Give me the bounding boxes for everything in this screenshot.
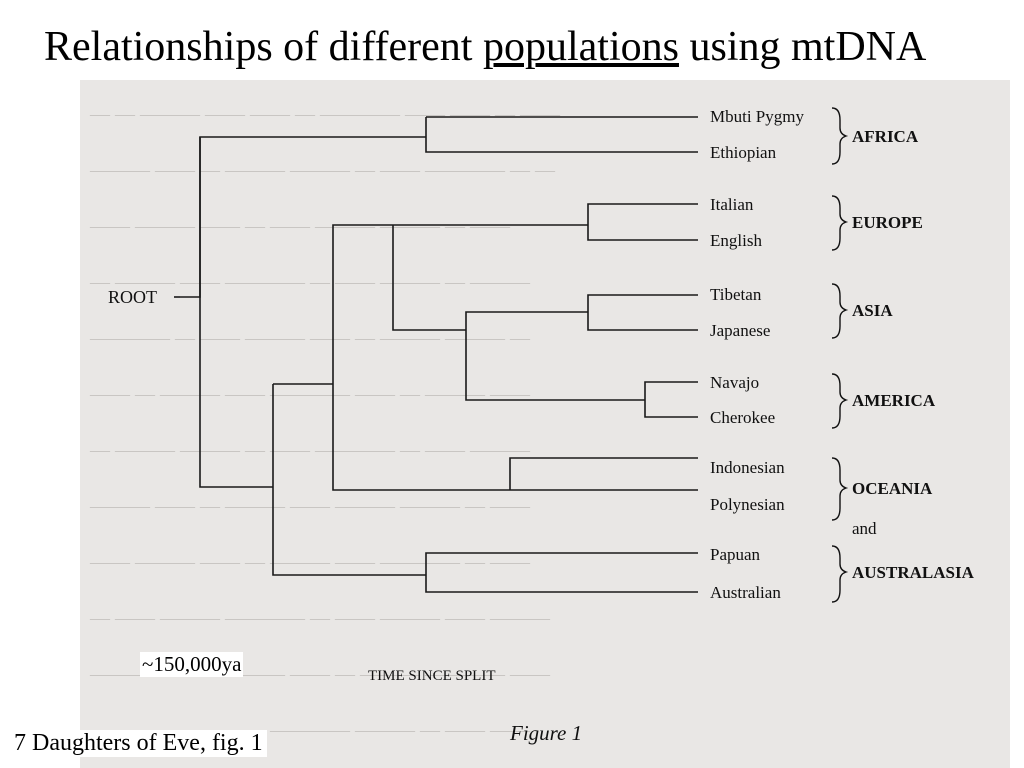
title-prefix: Relationships of different [44, 24, 483, 70]
phylogenetic-tree: — — ——— —— —— — ———— —— —— — —— ——— —— —… [89, 103, 975, 745]
root-label: ROOT [108, 287, 157, 307]
tree-branches [180, 116, 698, 593]
bleed-through-texture: — — ——— —— —— — ———— —— —— — —— ——— —— —… [89, 103, 561, 741]
source-caption: 7 Daughters of Eve, fig. 1 [10, 730, 267, 757]
svg-text:—— ——— —— — ——— —— ———— — ——: —— ——— —— — ——— —— ———— — —— [89, 551, 531, 573]
slide-title: Relationships of different populations u… [44, 22, 1004, 72]
svg-text:— — ——— —— —— — ———— —— —— — —: — — ——— —— —— — ———— —— —— — —— [89, 103, 561, 125]
region-oceania: OCEANIA [852, 479, 933, 498]
region-australasia: AUSTRALASIA [852, 563, 975, 582]
taxon-polynesian: Polynesian [710, 495, 785, 514]
taxon-papuan: Papuan [710, 545, 761, 564]
taxon-tibetan: Tibetan [710, 285, 762, 304]
svg-text:——— —— — ——— ——— — —— ———— — —: ——— —— — ——— ——— — —— ———— — — [89, 159, 556, 181]
region-and: and [852, 519, 877, 538]
taxon-italian: Italian [710, 195, 754, 214]
region-asia: ASIA [852, 301, 893, 320]
region-america: AMERICA [852, 391, 936, 410]
taxon-mbuti-pygmy: Mbuti Pygmy [710, 107, 804, 126]
svg-text:—— — ——— —— ———— —— — ——— ——: —— — ——— —— ———— —— — ——— —— [89, 383, 531, 405]
taxon-indonesian: Indonesian [710, 458, 785, 477]
figure-label: Figure 1 [509, 721, 582, 745]
axis-label: TIME SINCE SPLIT [368, 668, 496, 684]
svg-text:——— —— — ——— —— ——— ——— — ——: ——— —— — ——— —— ——— ——— — —— [89, 495, 531, 517]
title-suffix: using mtDNA [678, 24, 927, 70]
svg-text:— —— ——— ———— — —— ——— —— ———: — —— ——— ———— — —— ——— —— ——— [89, 607, 551, 629]
region-africa: AFRICA [852, 127, 919, 146]
region-europe: EUROPE [852, 213, 923, 232]
taxon-navajo: Navajo [710, 373, 759, 392]
svg-text:— ——— ——— — —— ———— — —— ———: — ——— ——— — —— ———— — —— ——— [89, 439, 531, 461]
taxon-japanese: Japanese [710, 321, 770, 340]
taxon-australian: Australian [710, 583, 781, 602]
time-annotation: ~150,000ya [140, 652, 244, 677]
taxon-ethiopian: Ethiopian [710, 143, 777, 162]
title-link-populations[interactable]: populations [482, 24, 679, 70]
taxon-cherokee: Cherokee [710, 408, 775, 427]
group-braces [831, 107, 849, 603]
svg-text:—— ——— —— — —— ——— ——— — ——: —— ——— —— — —— ——— ——— — —— [89, 215, 511, 237]
taxon-english: English [710, 231, 762, 250]
